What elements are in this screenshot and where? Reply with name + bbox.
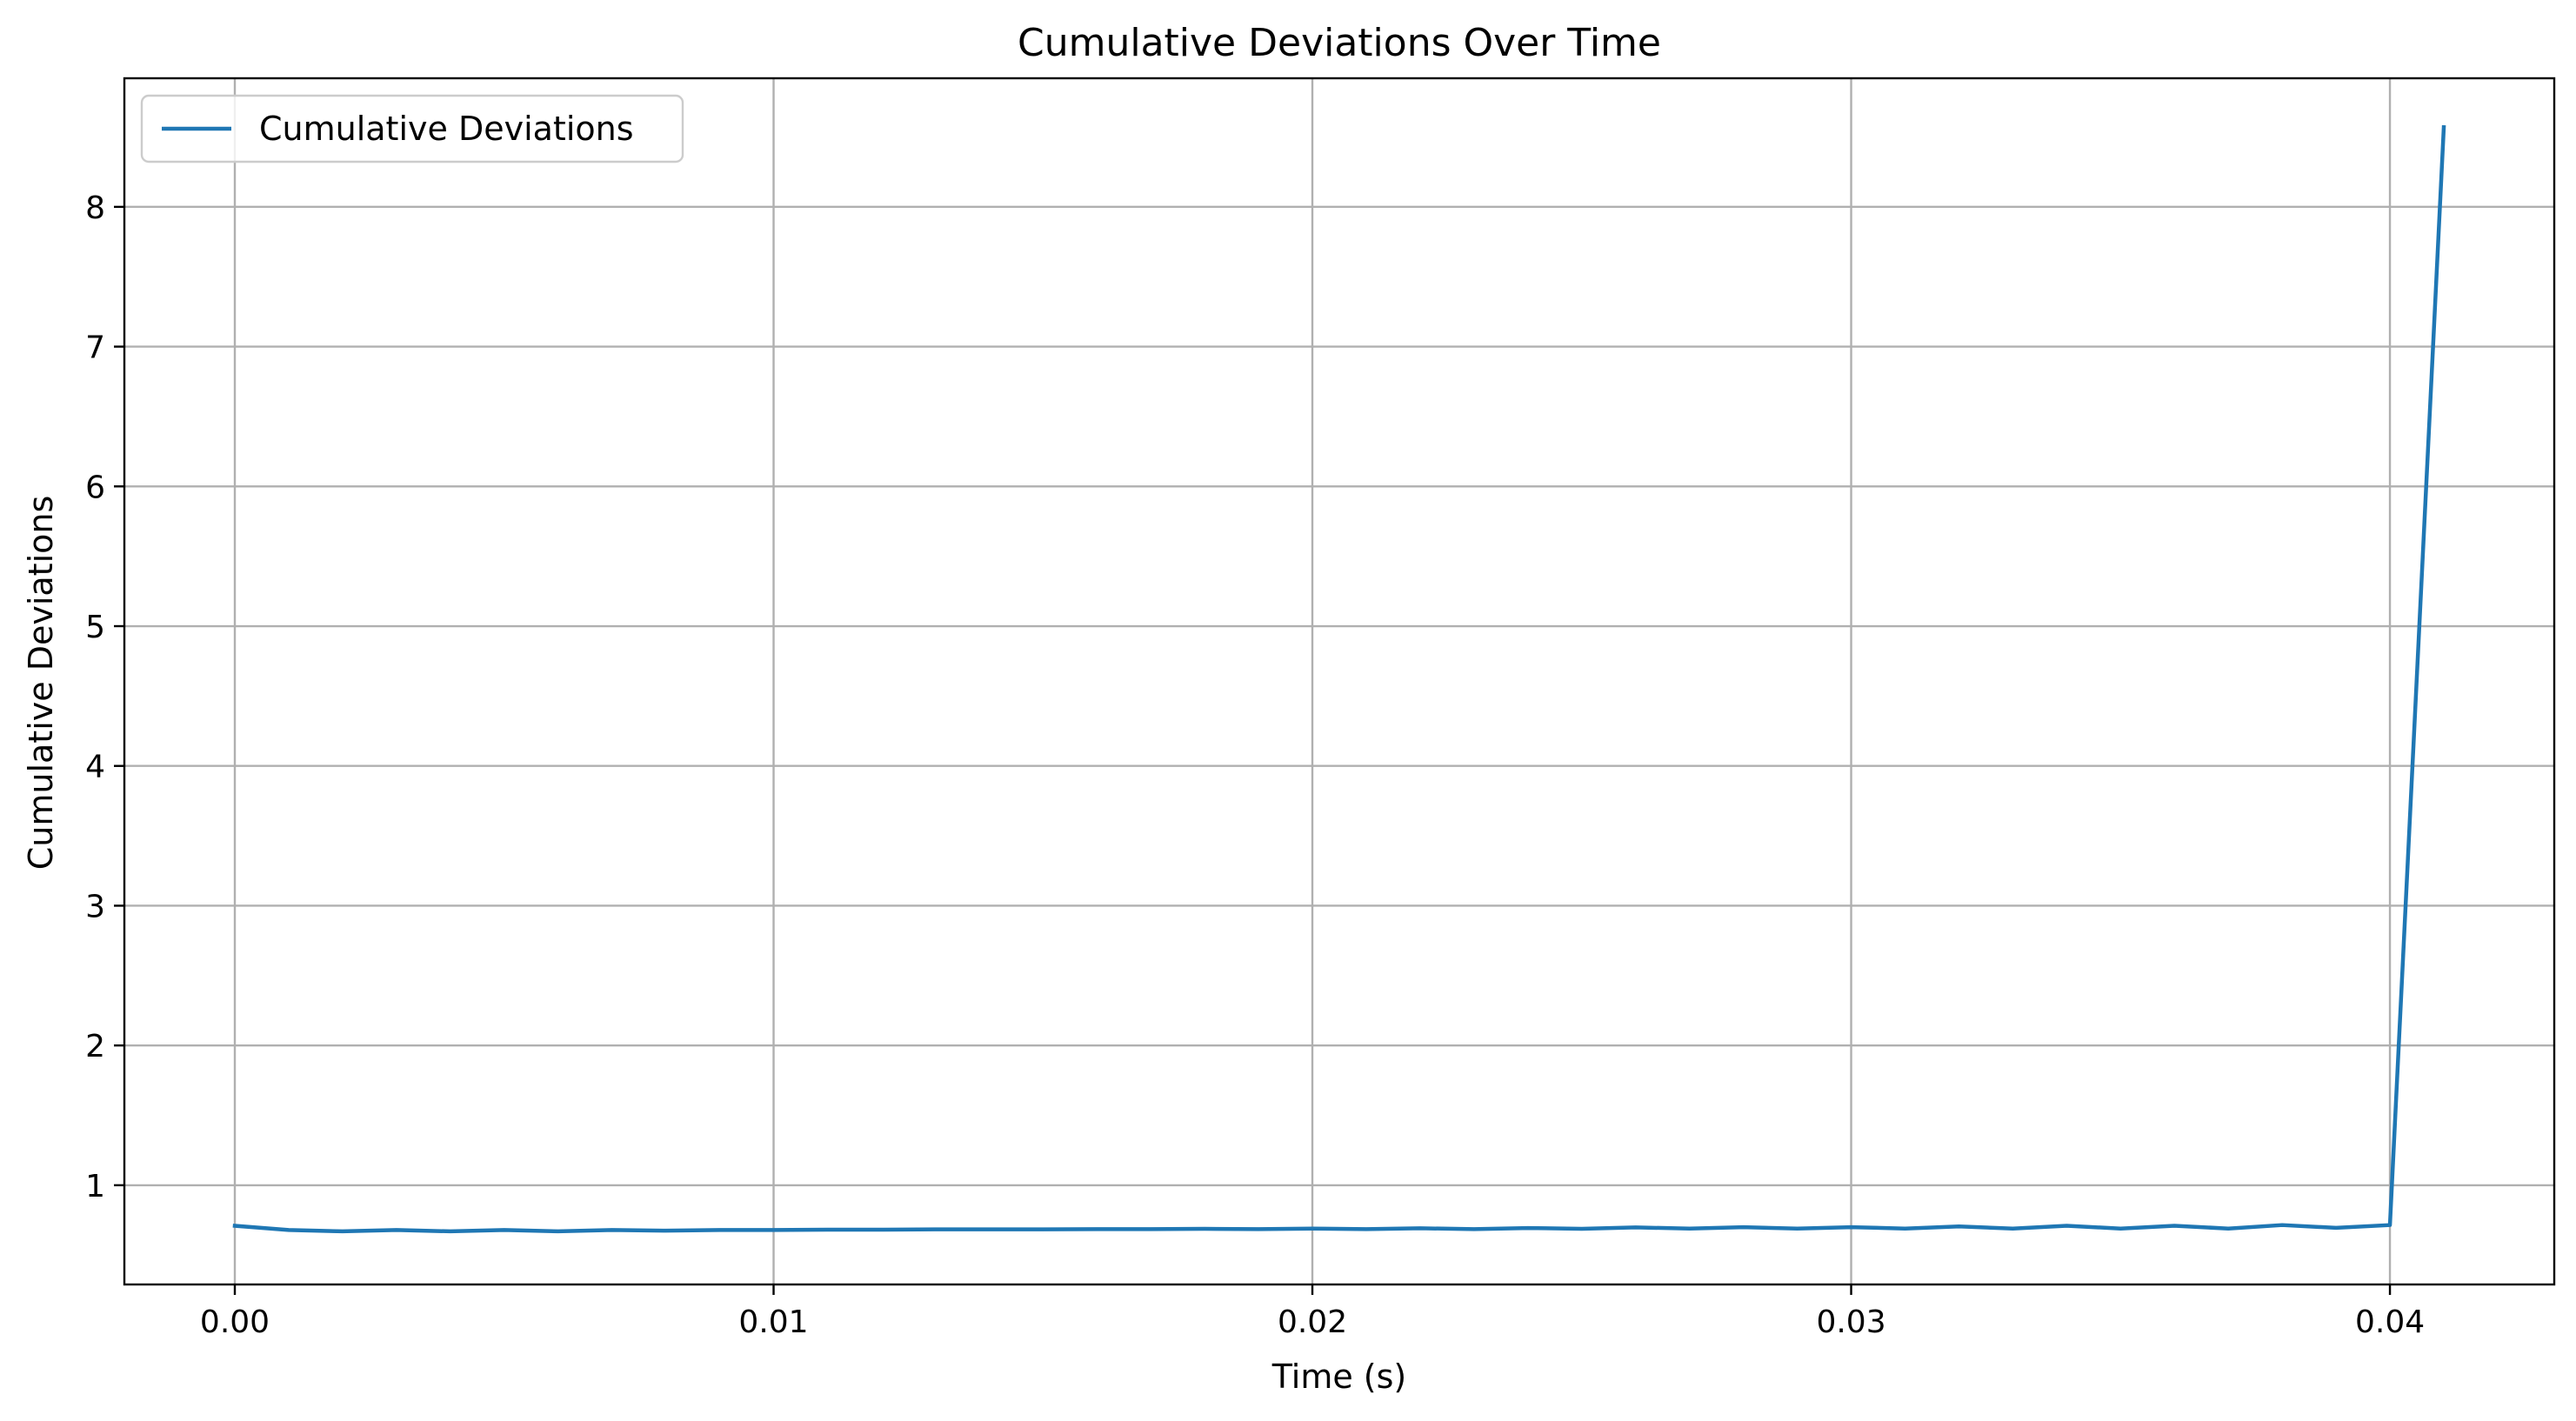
series-line-cumulative-deviations: [232, 124, 2446, 1234]
y-tick-label: 5: [85, 610, 105, 645]
legend-label: Cumulative Deviations: [259, 110, 634, 148]
y-tick-label: 4: [85, 750, 105, 785]
legend-box: [140, 94, 684, 163]
series-layer: [232, 124, 2446, 1234]
y-tick-label: 1: [85, 1169, 105, 1204]
grid-lines: [124, 78, 2554, 1284]
x-tick-label: 0.04: [2355, 1304, 2425, 1340]
y-axis-label: Cumulative Deviations: [22, 496, 60, 871]
y-tick-label: 7: [85, 330, 105, 366]
y-tick-label: 8: [85, 190, 105, 226]
y-tick-label: 6: [85, 470, 105, 505]
y-axis-ticks: 1 2 3 4 5 6 7 8: [85, 190, 124, 1204]
x-tick-label: 0.00: [200, 1304, 270, 1340]
x-tick-label: 0.03: [1816, 1304, 1885, 1340]
y-tick-label: 3: [85, 889, 105, 924]
legend: Cumulative Deviations: [140, 94, 684, 163]
plot-frame: [123, 77, 2556, 1286]
chart-title: Cumulative Deviations Over Time: [1018, 21, 1661, 65]
x-tick-label: 0.01: [738, 1304, 808, 1340]
y-tick-label: 2: [85, 1029, 105, 1064]
x-tick-label: 0.02: [1278, 1304, 1347, 1340]
x-axis-label: Time (s): [1271, 1358, 1407, 1396]
x-axis-ticks: 0.00 0.01 0.02 0.03 0.04: [200, 1284, 2425, 1340]
